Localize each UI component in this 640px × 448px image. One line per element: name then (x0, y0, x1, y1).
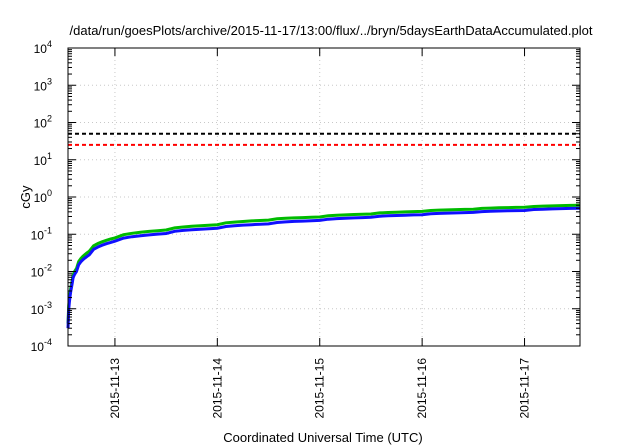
y-tick-label: 10-1 (31, 225, 52, 242)
y-axis-label: cGy (18, 185, 33, 209)
chart-title: /data/run/goesPlots/archive/2015-11-17/1… (70, 23, 593, 38)
x-tick-label: 2015-11-16 (415, 358, 429, 419)
y-tick-label: 10-2 (31, 263, 52, 280)
x-axis-label: Coordinated Universal Time (UTC) (223, 430, 422, 445)
series-line (66, 206, 581, 329)
y-tick-label: 101 (34, 151, 52, 168)
y-tick-labels: 10-4 10-3 10-2 10-1 100 101 102 103 104 (31, 39, 52, 354)
y-tick-label: 103 (34, 76, 52, 93)
grid-lines (68, 48, 580, 346)
axis-ticks (68, 47, 580, 347)
x-tick-label: 2015-11-14 (210, 358, 224, 419)
y-tick-label: 10-3 (31, 300, 52, 317)
x-tick-labels: 2015-11-13 2015-11-14 2015-11-15 2015-11-16… (108, 358, 532, 419)
y-tick-label: 100 (34, 188, 52, 205)
x-tick-label: 2015-11-13 (108, 358, 122, 419)
y-tick-label: 102 (34, 114, 52, 131)
y-tick-label: 10-4 (31, 337, 52, 354)
series-lines (66, 203, 581, 329)
y-tick-label: 104 (34, 39, 52, 56)
x-tick-label: 2015-11-17 (518, 358, 532, 419)
x-tick-label: 2015-11-15 (313, 358, 327, 419)
threshold-lines (68, 132, 580, 146)
series-line (66, 203, 581, 324)
